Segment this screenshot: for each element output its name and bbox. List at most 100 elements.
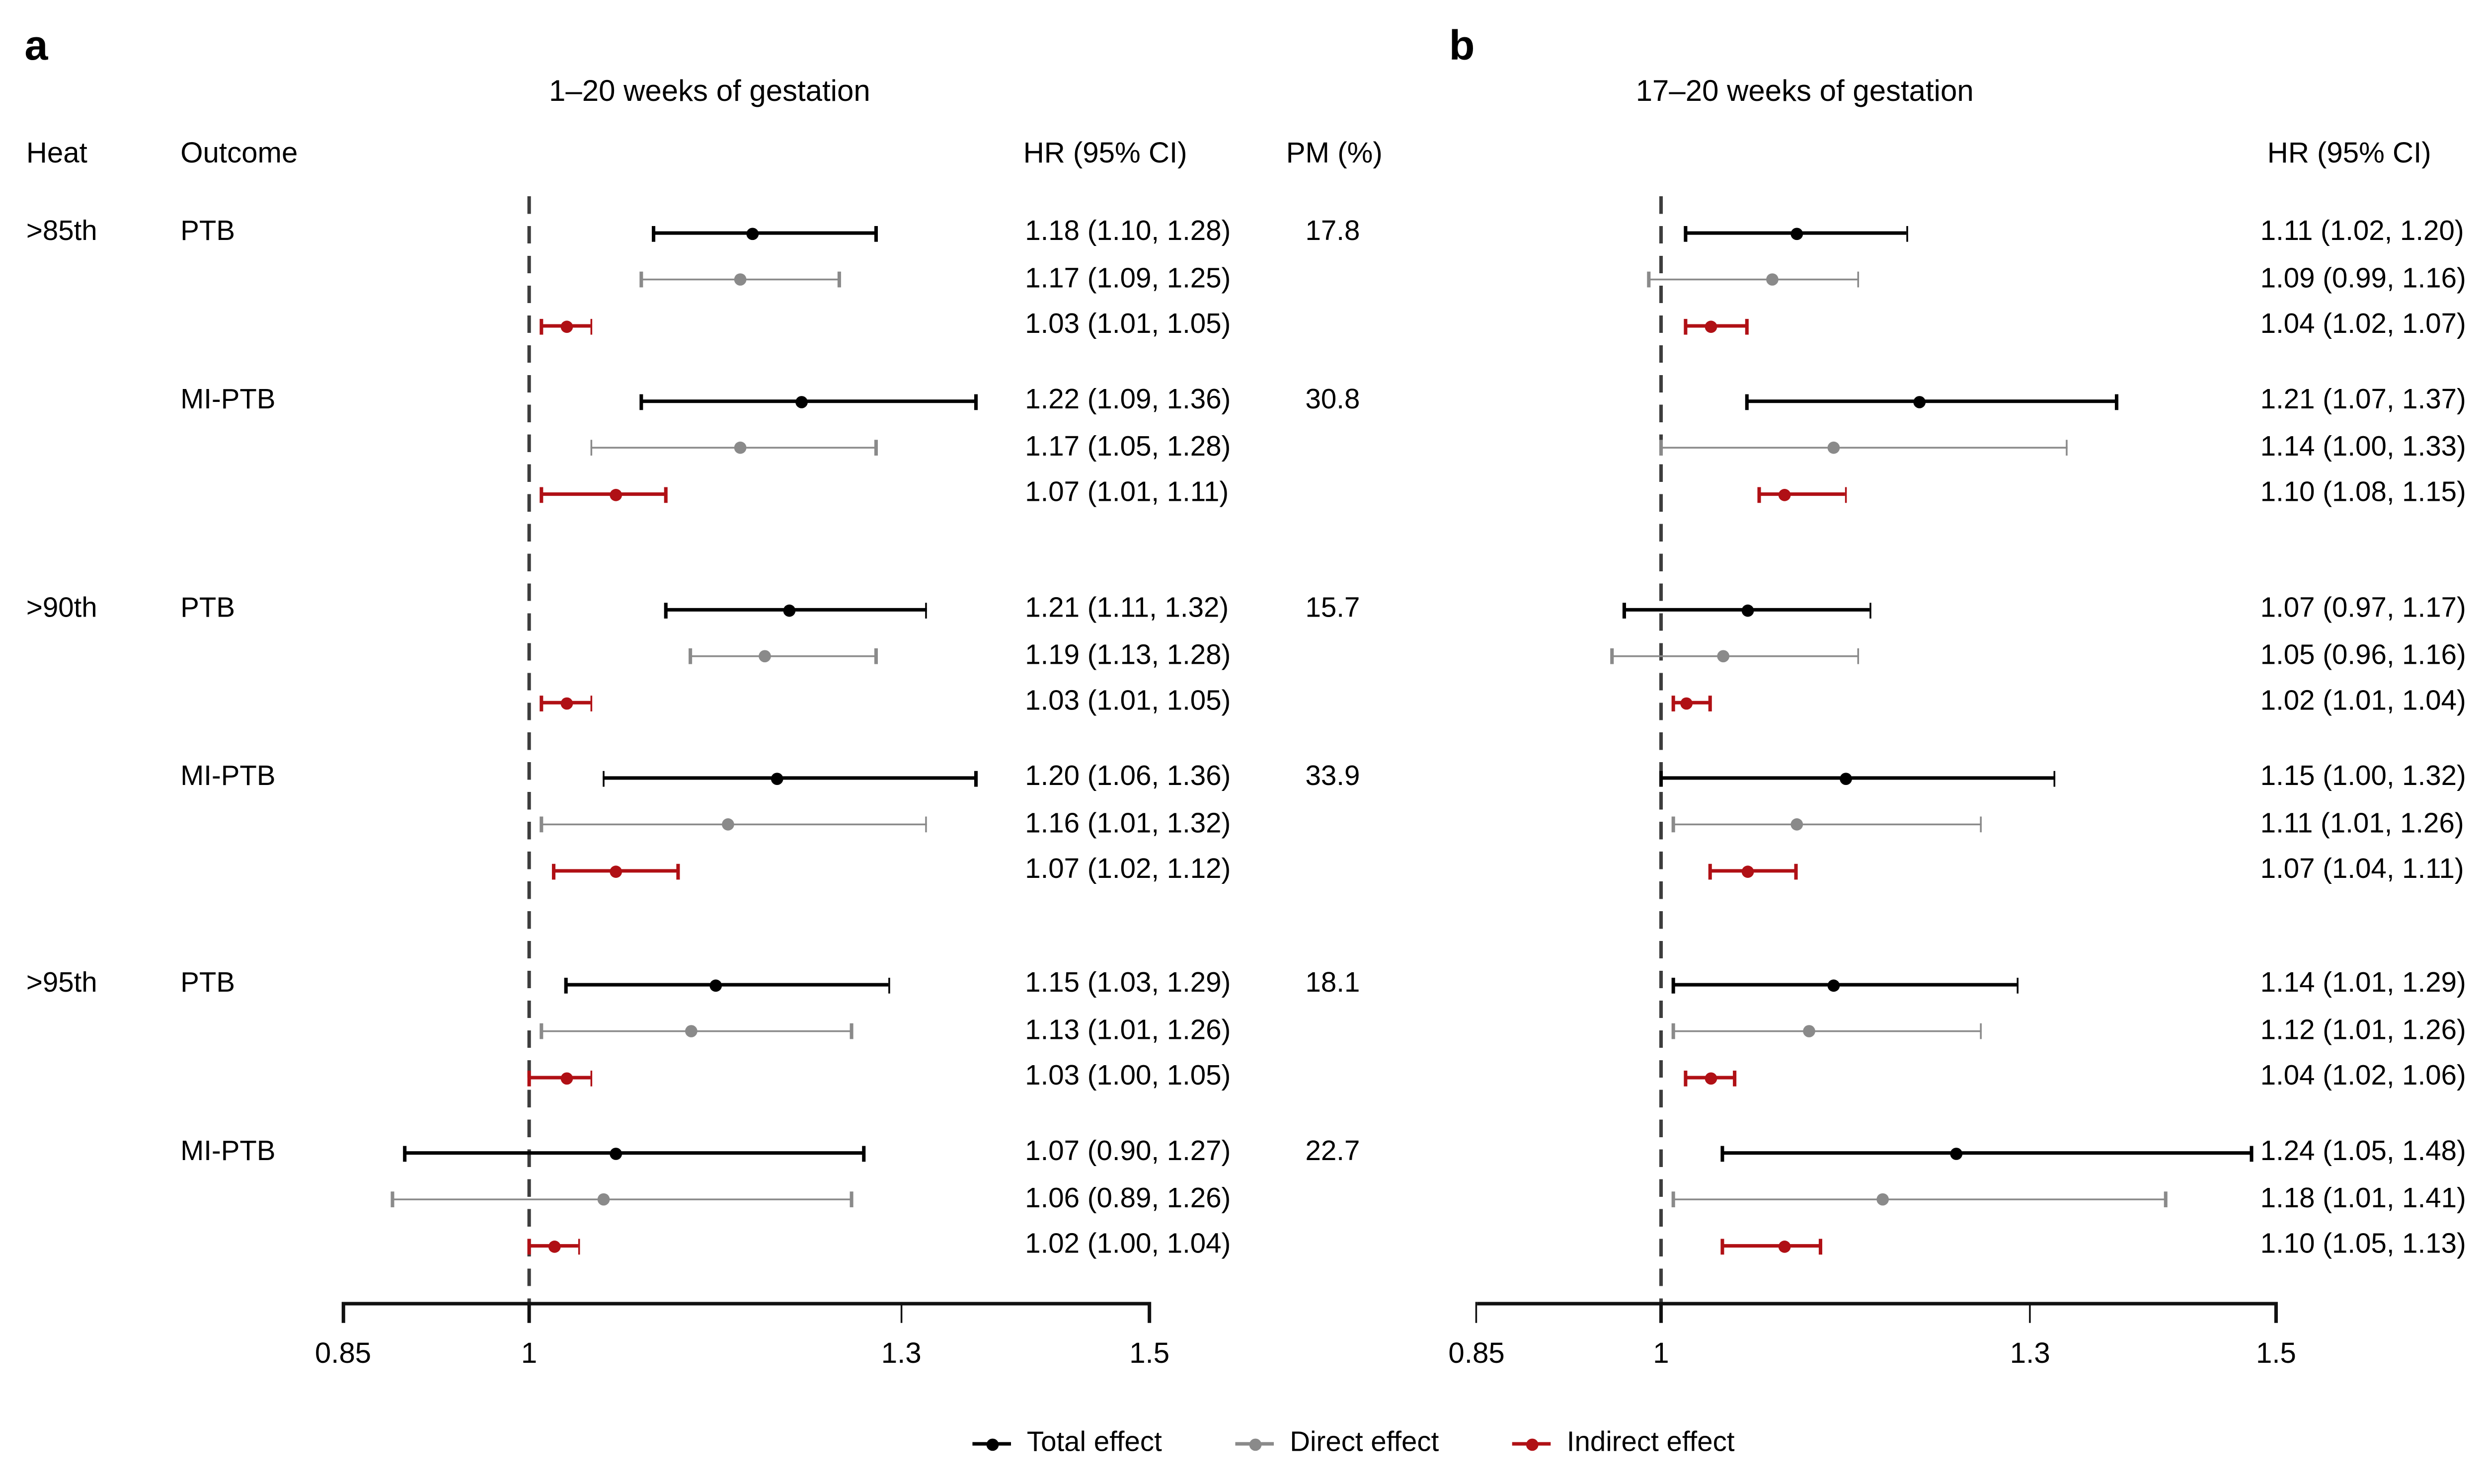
error-bar-line	[1648, 278, 1858, 281]
error-bar-cap-low	[1672, 695, 1675, 711]
error-bar-cap-high	[974, 393, 977, 409]
error-bar-cap-high	[1794, 862, 1798, 879]
error-bar-line	[542, 1029, 852, 1033]
pm-value: 18.1	[1305, 969, 1360, 999]
error-bar-line	[640, 399, 976, 403]
axis-tick	[1148, 1302, 1151, 1323]
error-bar-line	[653, 232, 877, 234]
heat-label: >85th	[26, 217, 97, 247]
axis-tick-label: 1.3	[881, 1338, 922, 1370]
point-marker-indirect-effect	[560, 319, 573, 332]
point-marker-total-effect	[1827, 978, 1840, 991]
hr-value: 1.21 (1.11, 1.32)	[1025, 594, 1229, 624]
panel-label: b	[1449, 22, 1475, 71]
error-bar-line	[603, 777, 976, 780]
error-bar-cap-high	[1856, 271, 1860, 288]
point-marker-direct-effect	[734, 441, 746, 454]
hr-value: 1.13 (1.01, 1.26)	[1025, 1015, 1231, 1045]
error-bar-cap-high	[590, 318, 593, 334]
axis-tick	[2028, 1302, 2031, 1323]
column-header-outcome: Outcome	[180, 138, 298, 170]
error-bar-cap-low	[590, 440, 593, 456]
column-header-hr: HR (95% CI)	[2267, 138, 2431, 170]
point-marker-direct-effect	[759, 650, 771, 663]
error-bar-cap-high	[1979, 816, 1983, 833]
heat-label: >95th	[26, 969, 97, 999]
error-bar-cap-low	[403, 1145, 407, 1161]
error-bar-line	[1673, 701, 1710, 704]
error-bar-cap-low	[1623, 602, 1626, 618]
point-marker-direct-effect	[721, 818, 734, 831]
axis-tick-label: 0.85	[314, 1338, 372, 1370]
hr-value: 1.14 (1.00, 1.33)	[2260, 432, 2466, 462]
outcome-label: MI-PTB	[180, 762, 276, 792]
error-bar-cap-high	[850, 1023, 854, 1039]
point-marker-direct-effect	[1827, 441, 1840, 454]
panel-title: 1–20 weeks of gestation	[549, 74, 870, 108]
hr-value: 1.19 (1.13, 1.28)	[1025, 640, 1231, 671]
hr-value: 1.22 (1.09, 1.36)	[1025, 385, 1231, 415]
axis-tick	[1659, 1302, 1663, 1323]
pm-value: 30.8	[1305, 385, 1360, 415]
error-bar-cap-low	[689, 648, 692, 664]
error-bar-cap-low	[1721, 1238, 1724, 1254]
outcome-label: MI-PTB	[180, 385, 276, 415]
hr-value: 1.03 (1.01, 1.05)	[1025, 687, 1231, 717]
error-bar-line	[566, 983, 889, 986]
hr-value: 1.11 (1.02, 1.20)	[2260, 217, 2464, 247]
error-bar-line	[1759, 492, 1846, 496]
hr-value: 1.07 (1.02, 1.12)	[1025, 855, 1231, 885]
axis-line	[343, 1302, 1150, 1306]
error-bar-line	[690, 654, 877, 658]
error-bar-cap-low	[1721, 1145, 1724, 1161]
point-marker-total-effect	[771, 772, 783, 784]
error-bar-cap-low	[391, 1191, 394, 1208]
error-bar-line	[392, 1198, 852, 1201]
error-bar-cap-high	[2065, 440, 2069, 456]
error-bar-cap-low	[528, 1070, 531, 1086]
error-bar-cap-low	[1708, 862, 1712, 879]
legend-marker-icon	[972, 1433, 1011, 1454]
point-marker-indirect-effect	[610, 488, 622, 500]
error-bar-cap-high	[875, 225, 878, 241]
error-bar-cap-low	[540, 318, 543, 334]
axis-tick-label: 1.3	[2010, 1338, 2050, 1370]
legend-item: Total effect	[972, 1429, 1162, 1458]
error-bar-cap-low	[652, 225, 655, 241]
hr-value: 1.16 (1.01, 1.32)	[1025, 808, 1231, 839]
error-bar-cap-high	[577, 1238, 580, 1254]
legend-marker-dot	[1525, 1437, 1539, 1451]
legend-item: Indirect effect	[1512, 1429, 1735, 1458]
error-bar-cap-high	[1745, 318, 1749, 334]
error-bar-line	[1747, 399, 2116, 403]
axis-tick	[1475, 1302, 1478, 1323]
error-bar-cap-low	[639, 393, 642, 409]
error-bar-cap-low	[1758, 486, 1761, 502]
error-bar-cap-high	[1708, 695, 1712, 711]
point-marker-total-effect	[1741, 604, 1754, 616]
axis-tick-label: 1	[1653, 1338, 1669, 1370]
error-bar-cap-low	[540, 816, 543, 833]
hr-value: 1.03 (1.01, 1.05)	[1025, 310, 1231, 340]
error-bar-cap-low	[1684, 1070, 1687, 1086]
error-bar-cap-low	[1647, 271, 1650, 288]
column-header-hr: HR (95% CI)	[1023, 138, 1187, 170]
error-bar-cap-high	[1979, 1023, 1983, 1039]
outcome-label: PTB	[180, 594, 235, 624]
error-bar-cap-high	[2250, 1145, 2253, 1161]
hr-value: 1.05 (0.96, 1.16)	[2260, 640, 2466, 671]
axis-tick-label: 1.5	[1129, 1338, 1170, 1370]
error-bar-cap-low	[1672, 1023, 1675, 1039]
point-marker-indirect-effect	[547, 1240, 560, 1252]
axis-tick	[2274, 1302, 2278, 1323]
panel-label: a	[24, 22, 48, 71]
legend-item: Direct effect	[1235, 1428, 1439, 1458]
axis-tick	[900, 1302, 903, 1323]
legend-label: Direct effect	[1290, 1428, 1439, 1458]
error-bar-line	[1661, 777, 2055, 780]
hr-value: 1.21 (1.07, 1.37)	[2260, 385, 2466, 415]
error-bar-line	[591, 446, 877, 449]
point-marker-total-effect	[1839, 772, 1852, 784]
